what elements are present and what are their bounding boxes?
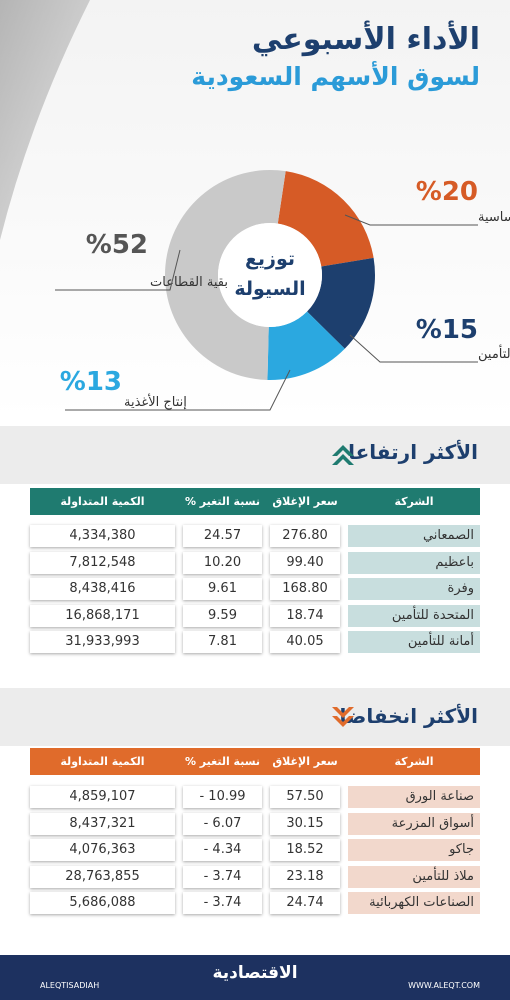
value-cell: - 3.74 bbox=[183, 865, 262, 888]
center-label: توزيع bbox=[245, 248, 295, 270]
value-cell: 5,686,088 bbox=[30, 892, 175, 914]
value-cell: 9.59 bbox=[183, 604, 262, 627]
value-label: %13 bbox=[60, 367, 122, 397]
category-label: التأمين bbox=[478, 344, 510, 362]
column-header: نسبة التغير % bbox=[184, 495, 261, 508]
column-header: الكمية المتداولة bbox=[60, 495, 145, 508]
value-cell: 8,437,321 bbox=[30, 812, 175, 835]
company-cell: الصناعات الكهربائية bbox=[348, 892, 480, 914]
value-cell: 9.61 bbox=[183, 578, 262, 600]
value-cell: 28,763,855 bbox=[30, 865, 175, 888]
company-cell: باعظيم bbox=[348, 551, 480, 574]
value-cell: 168.80 bbox=[270, 578, 340, 600]
value-cell: 10.20 bbox=[183, 551, 262, 574]
value-cell: 23.18 bbox=[270, 865, 340, 888]
company-cell: الصمعاني bbox=[348, 525, 480, 547]
column-header: الشركة bbox=[394, 495, 434, 508]
section-band bbox=[0, 426, 510, 484]
value-cell: 24.74 bbox=[270, 892, 340, 914]
brand: الاقتصادية bbox=[212, 963, 298, 983]
down-icon bbox=[332, 707, 354, 727]
section-band bbox=[0, 688, 510, 746]
category-label: إنتاج الأغذية bbox=[124, 393, 187, 410]
column-header: نسبة التغير % bbox=[184, 755, 261, 768]
company-cell: جاكو bbox=[348, 839, 480, 861]
donut-chart: توزيع السيولة %20المواد الأساسية %15التأمين… bbox=[60, 170, 510, 410]
table-header-bar bbox=[30, 488, 480, 515]
pie-slice bbox=[165, 170, 286, 380]
center-disc bbox=[218, 223, 322, 327]
value-cell: - 4.34 bbox=[183, 839, 262, 861]
leader-line bbox=[349, 334, 478, 363]
company-cell: أسواق المزرعة bbox=[348, 812, 480, 835]
value-cell: 57.50 bbox=[270, 786, 340, 808]
handle: ALEQTISADIAH bbox=[40, 981, 100, 990]
top-area: توزيع السيولة %20المواد الأساسية %15التأمين… bbox=[0, 0, 510, 420]
column-header: الكمية المتداولة bbox=[60, 755, 145, 768]
value-cell: 18.52 bbox=[270, 839, 340, 861]
value-cell: 8,438,416 bbox=[30, 578, 175, 600]
value-cell: - 3.74 bbox=[183, 892, 262, 914]
center-label: السيولة bbox=[234, 278, 305, 300]
value-cell: - 6.07 bbox=[183, 812, 262, 835]
value-cell: 7.81 bbox=[183, 631, 262, 653]
value-cell: 4,334,380 bbox=[30, 525, 175, 547]
value-cell: 99.40 bbox=[270, 551, 340, 574]
value-label: %15 bbox=[416, 315, 478, 345]
company-cell: وفرة bbox=[348, 578, 480, 600]
website: WWW.ALEQT.COM bbox=[408, 981, 480, 990]
value-cell: 276.80 bbox=[270, 525, 340, 547]
title: الأداء الأسبوعي bbox=[251, 22, 480, 57]
value-cell: - 10.99 bbox=[183, 786, 262, 808]
company-cell: ملاذ للتأمين bbox=[348, 865, 480, 888]
column-header: سعر الإغلاق bbox=[272, 755, 338, 768]
value-cell: 24.57 bbox=[183, 525, 262, 547]
up-icon bbox=[332, 445, 354, 465]
footer: الاقتصادية ALEQTISADIAH WWW.ALEQT.COM bbox=[0, 955, 510, 1000]
table-header-bar bbox=[30, 748, 480, 775]
leader-line bbox=[65, 369, 291, 411]
value-label: %20 bbox=[416, 177, 478, 207]
leader-line bbox=[55, 249, 181, 291]
value-cell: 7,812,548 bbox=[30, 551, 175, 574]
company-cell: صناعة الورق bbox=[348, 786, 480, 808]
value-label: %52 bbox=[86, 230, 148, 260]
company-cell: أمانة للتأمين bbox=[348, 631, 480, 653]
pie-slice bbox=[267, 311, 345, 380]
section-title: الأكثر ارتفاعا bbox=[348, 440, 478, 464]
value-cell: 4,859,107 bbox=[30, 786, 175, 808]
category-label: بقية القطاعات bbox=[150, 275, 228, 290]
decoration bbox=[0, 0, 90, 240]
column-header: سعر الإغلاق bbox=[272, 495, 338, 508]
value-cell: 31,933,993 bbox=[30, 631, 175, 653]
value-cell: 40.05 bbox=[270, 631, 340, 653]
value-cell: 18.74 bbox=[270, 604, 340, 627]
value-cell: 16,868,171 bbox=[30, 604, 175, 627]
pie-slice bbox=[307, 257, 375, 349]
leader-line bbox=[344, 214, 478, 226]
subtitle: لسوق الأسهم السعودية bbox=[191, 62, 480, 91]
section-title: الأكثر انخفاضا bbox=[339, 704, 478, 728]
column-header: الشركة bbox=[394, 755, 434, 768]
company-cell: المتحدة للتأمين bbox=[348, 604, 480, 627]
value-cell: 30.15 bbox=[270, 812, 340, 835]
pie-slice bbox=[277, 171, 374, 267]
value-cell: 4,076,363 bbox=[30, 839, 175, 861]
category-label: المواد الأساسية bbox=[478, 208, 510, 225]
